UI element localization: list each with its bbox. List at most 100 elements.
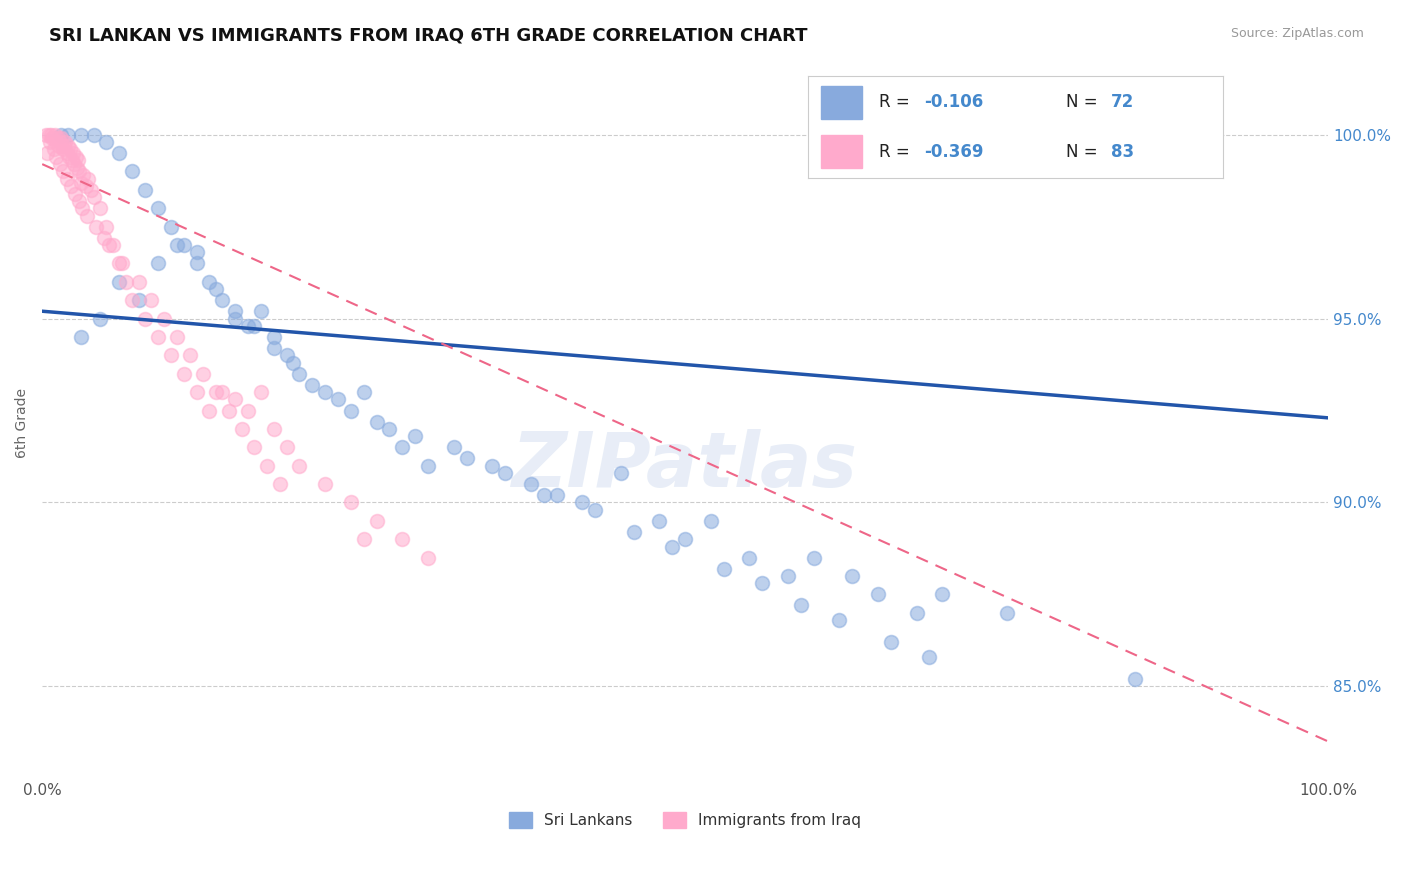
Point bbox=[263, 330, 285, 344]
Point bbox=[77, 171, 100, 186]
Point bbox=[340, 403, 363, 417]
Point bbox=[37, 146, 59, 161]
Point bbox=[67, 194, 90, 208]
Point bbox=[648, 514, 671, 528]
Point bbox=[243, 318, 266, 333]
Point bbox=[65, 150, 87, 164]
Point bbox=[35, 128, 58, 142]
Point bbox=[249, 385, 271, 400]
Point bbox=[46, 131, 69, 145]
Point bbox=[146, 330, 169, 344]
Point bbox=[56, 171, 79, 186]
Point bbox=[353, 385, 375, 400]
Point bbox=[67, 153, 90, 168]
Point bbox=[128, 275, 150, 289]
Point bbox=[198, 403, 221, 417]
Point bbox=[204, 282, 226, 296]
Point bbox=[38, 128, 60, 142]
Point bbox=[249, 304, 271, 318]
Point bbox=[211, 293, 233, 308]
Point bbox=[159, 348, 181, 362]
Point bbox=[84, 219, 107, 234]
Point bbox=[108, 275, 131, 289]
Point bbox=[790, 599, 813, 613]
Point bbox=[713, 561, 735, 575]
Text: R =: R = bbox=[879, 94, 915, 112]
Point bbox=[108, 256, 131, 270]
Point bbox=[931, 587, 953, 601]
Text: ZIPatlas: ZIPatlas bbox=[512, 429, 858, 503]
Point bbox=[231, 422, 253, 436]
Point bbox=[173, 238, 195, 252]
Point bbox=[443, 440, 465, 454]
Point bbox=[673, 532, 696, 546]
Point bbox=[53, 135, 76, 149]
Point bbox=[623, 524, 645, 539]
Point bbox=[276, 348, 298, 362]
Point bbox=[45, 135, 67, 149]
Point bbox=[353, 532, 375, 546]
Point bbox=[55, 146, 77, 161]
Point bbox=[905, 606, 928, 620]
Point bbox=[494, 466, 516, 480]
Point bbox=[314, 477, 336, 491]
Point bbox=[134, 183, 156, 197]
Point bbox=[204, 385, 226, 400]
Point bbox=[51, 131, 73, 145]
Point bbox=[53, 138, 76, 153]
Text: 83: 83 bbox=[1111, 143, 1135, 161]
Point bbox=[39, 128, 62, 142]
Point bbox=[1123, 672, 1146, 686]
Point bbox=[75, 179, 97, 194]
Point bbox=[191, 367, 214, 381]
Point bbox=[141, 293, 163, 308]
Point bbox=[121, 293, 143, 308]
Point bbox=[41, 131, 63, 145]
Point bbox=[776, 569, 799, 583]
Point bbox=[69, 128, 91, 142]
Point bbox=[69, 164, 91, 178]
Point bbox=[288, 367, 311, 381]
Point bbox=[481, 458, 503, 473]
Point bbox=[404, 429, 426, 443]
Point bbox=[89, 201, 111, 215]
Point bbox=[340, 495, 363, 509]
Point bbox=[269, 477, 291, 491]
Point bbox=[166, 238, 188, 252]
Point bbox=[880, 635, 903, 649]
Point bbox=[111, 256, 134, 270]
Point bbox=[186, 256, 208, 270]
Legend: Sri Lankans, Immigrants from Iraq: Sri Lankans, Immigrants from Iraq bbox=[503, 806, 868, 834]
Point bbox=[146, 256, 169, 270]
Point bbox=[49, 135, 72, 149]
Point bbox=[288, 458, 311, 473]
Point bbox=[520, 477, 543, 491]
Point bbox=[263, 341, 285, 355]
Point bbox=[198, 275, 221, 289]
Point bbox=[56, 138, 79, 153]
Text: -0.106: -0.106 bbox=[925, 94, 984, 112]
Point bbox=[211, 385, 233, 400]
Point bbox=[700, 514, 723, 528]
Point bbox=[48, 138, 70, 153]
Point bbox=[89, 311, 111, 326]
Point bbox=[416, 458, 439, 473]
Point bbox=[58, 150, 80, 164]
Point bbox=[114, 275, 136, 289]
Point bbox=[391, 532, 413, 546]
Bar bbox=[821, 136, 862, 168]
Point bbox=[281, 356, 304, 370]
Point bbox=[186, 385, 208, 400]
Point bbox=[224, 304, 246, 318]
Point bbox=[224, 311, 246, 326]
Point bbox=[186, 245, 208, 260]
Point bbox=[153, 311, 176, 326]
Point bbox=[83, 190, 105, 204]
Point bbox=[51, 128, 73, 142]
Point bbox=[416, 550, 439, 565]
Point bbox=[236, 318, 259, 333]
Point bbox=[69, 176, 91, 190]
Point bbox=[72, 168, 94, 182]
Point bbox=[66, 161, 89, 175]
Point bbox=[134, 311, 156, 326]
